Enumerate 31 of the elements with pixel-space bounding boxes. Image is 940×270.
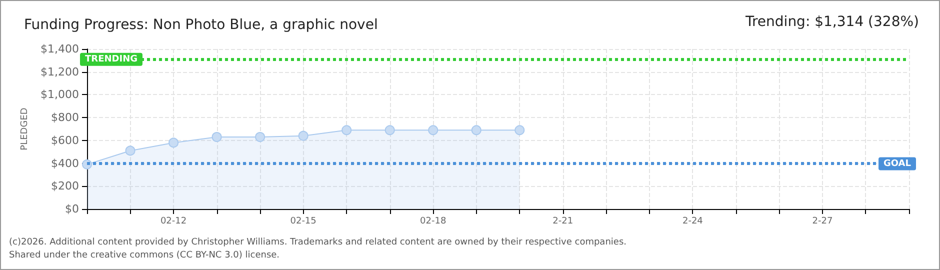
x-tick-label: 2-24 [682, 216, 704, 226]
y-tick-label: $0 [65, 202, 79, 216]
y-tick-label: $1,400 [40, 42, 79, 56]
point [514, 125, 525, 136]
text: Shared under the creative commons (CC BY-NC 3.0) license. [9, 250, 280, 260]
y-tick-label: $400 [51, 156, 79, 170]
x-tick-label: 02-15 [290, 216, 316, 226]
chart-subtitle: Trending: $1,314 (328%) [744, 14, 920, 30]
point [255, 132, 266, 142]
x-tick-label: 2-27 [812, 216, 833, 226]
x-tick-label: 2-21 [552, 216, 574, 226]
point [384, 125, 395, 136]
y-tick-label: $200 [51, 180, 79, 193]
x-tick-label: 02-18 [420, 216, 446, 226]
y-tick-label: $600 [51, 134, 79, 147]
point [212, 132, 222, 142]
ref-line-label: GOAL [884, 158, 912, 169]
ref-line-label: TRENDING [85, 54, 138, 64]
y-tick-label: $800 [51, 111, 79, 124]
point [125, 146, 136, 156]
x-tick-label: 02-12 [160, 216, 187, 226]
chart-title: Funding Progress: Non Photo Blue, a graphic novel [24, 17, 378, 33]
point [168, 138, 179, 148]
point [428, 125, 438, 136]
text: (c)2026. Additional content provided by Christopher Williams. Trademarks and related content are owned by their respective companies. [9, 238, 626, 248]
point [342, 125, 352, 136]
y-tick-label: $1,000 [40, 88, 79, 102]
point [298, 130, 308, 141]
y-tick-label: $1,200 [40, 65, 79, 78]
point [471, 125, 482, 136]
y-axis-title: PLEDGED [20, 108, 30, 150]
